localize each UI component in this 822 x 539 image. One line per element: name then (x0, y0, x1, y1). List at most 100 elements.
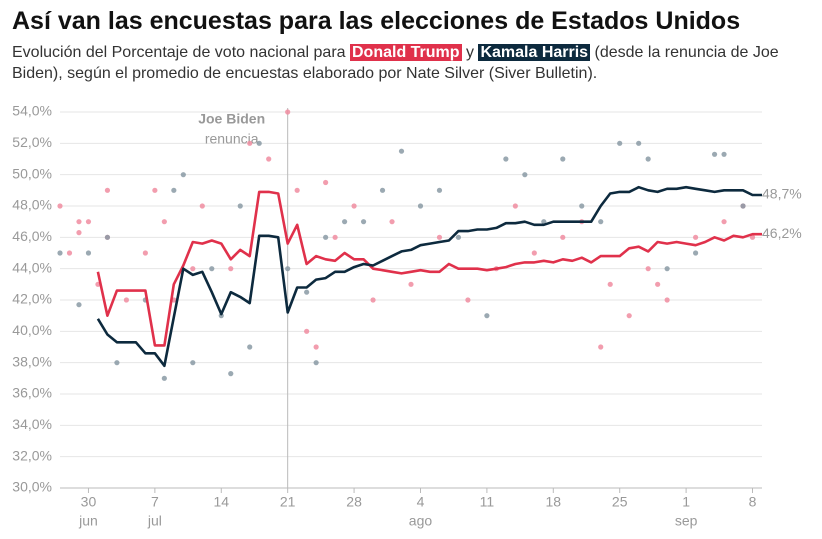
poll-point (304, 289, 310, 295)
subtitle: Evolución del Porcentaje de voto naciona… (12, 42, 812, 84)
poll-point (598, 219, 604, 225)
poll-point (256, 140, 262, 146)
poll-point (531, 250, 537, 256)
poll-point (123, 297, 130, 303)
month-label: sep (675, 513, 698, 529)
x-tick-label: 8 (749, 494, 757, 510)
poll-point (85, 219, 92, 225)
y-tick-label: 52,0% (12, 134, 52, 150)
poll-point (465, 297, 471, 303)
annotation-text: renuncia (205, 131, 259, 147)
poll-point (711, 151, 718, 157)
subtitle-text: (desde la renuncia de Joe Biden), según … (12, 44, 779, 82)
poll-point (664, 297, 670, 303)
poll-point (522, 172, 528, 178)
y-tick-label: 48,0% (12, 197, 52, 213)
poll-point (76, 230, 82, 236)
y-tick-label: 36,0% (12, 385, 52, 401)
month-label: ago (409, 513, 433, 529)
poll-point (645, 156, 651, 162)
series-line (96, 190, 762, 347)
x-tick-label: 18 (546, 494, 562, 510)
poll-point (692, 234, 699, 240)
x-tick-label: 14 (213, 494, 229, 510)
poll-point (76, 302, 82, 308)
x-tick-label: 7 (151, 494, 159, 510)
x-tick-label: 11 (480, 494, 495, 510)
poll-point (180, 172, 186, 178)
poll-point (171, 187, 177, 193)
y-tick-label: 44,0% (12, 259, 52, 275)
poll-point (417, 203, 424, 209)
poll-point (161, 219, 167, 225)
poll-point (455, 234, 462, 240)
poll-point (436, 234, 443, 240)
poll-point (294, 187, 300, 193)
legend-entry: Donald Trump (350, 44, 462, 61)
y-tick-label: 46,0% (12, 228, 52, 244)
poll-point (142, 250, 148, 256)
x-tick-label: 21 (280, 494, 296, 510)
poll-point (323, 179, 329, 186)
poll-point (408, 281, 414, 287)
poll-point (541, 219, 547, 225)
poll-point (692, 250, 699, 256)
y-tick-label: 38,0% (12, 353, 52, 369)
subtitle-text: y (461, 44, 479, 61)
poll-point (503, 156, 509, 162)
y-tick-label: 54,0% (12, 103, 52, 119)
poll-point (484, 313, 490, 319)
poll-point (664, 266, 670, 272)
poll-point (114, 360, 120, 366)
poll-point (636, 140, 642, 146)
poll-point (721, 219, 727, 225)
poll-point (57, 250, 63, 256)
poll-point (579, 203, 585, 209)
poll-point (379, 187, 386, 193)
poll-point (190, 360, 196, 366)
month-label: jul (147, 513, 162, 529)
poll-point (598, 344, 604, 350)
y-tick-label: 30,0% (12, 479, 52, 495)
poll-point (57, 203, 63, 209)
poll-point (560, 234, 566, 240)
x-tick-label: 4 (417, 494, 425, 510)
x-tick-label: 30 (81, 494, 97, 510)
poll-point (247, 140, 253, 146)
poll-point (76, 219, 82, 225)
y-tick-label: 40,0% (12, 322, 52, 338)
x-tick-label: 1 (682, 494, 690, 510)
poll-point (304, 328, 310, 334)
poll-point (332, 234, 338, 240)
poll-point (104, 234, 111, 240)
y-tick-label: 32,0% (12, 447, 52, 463)
poll-point (645, 266, 651, 272)
poll-point (152, 187, 158, 193)
header: Así van las encuestas para las eleccione… (12, 4, 812, 84)
poll-point (749, 234, 756, 240)
subtitle-text: Evolución del Porcentaje de voto naciona… (12, 44, 350, 61)
poll-point (398, 148, 405, 154)
poll-point (740, 203, 746, 209)
poll-point (237, 203, 243, 209)
chart-title: Así van las encuestas para las eleccione… (12, 7, 741, 35)
series-line (96, 185, 762, 368)
poll-point (560, 156, 566, 162)
poll-point (607, 281, 613, 287)
poll-point (247, 344, 253, 350)
poll-point (617, 140, 623, 146)
month-label: jun (78, 513, 98, 529)
y-tick-label: 42,0% (12, 291, 52, 307)
poll-point (370, 297, 376, 303)
poll-point (721, 151, 727, 157)
poll-point (85, 250, 92, 256)
poll-point (351, 203, 357, 209)
poll-point (199, 203, 205, 209)
poll-point (209, 266, 215, 272)
poll-point (436, 187, 443, 193)
poll-point (161, 375, 167, 381)
x-tick-label: 25 (612, 494, 628, 510)
poll-point (104, 187, 111, 193)
